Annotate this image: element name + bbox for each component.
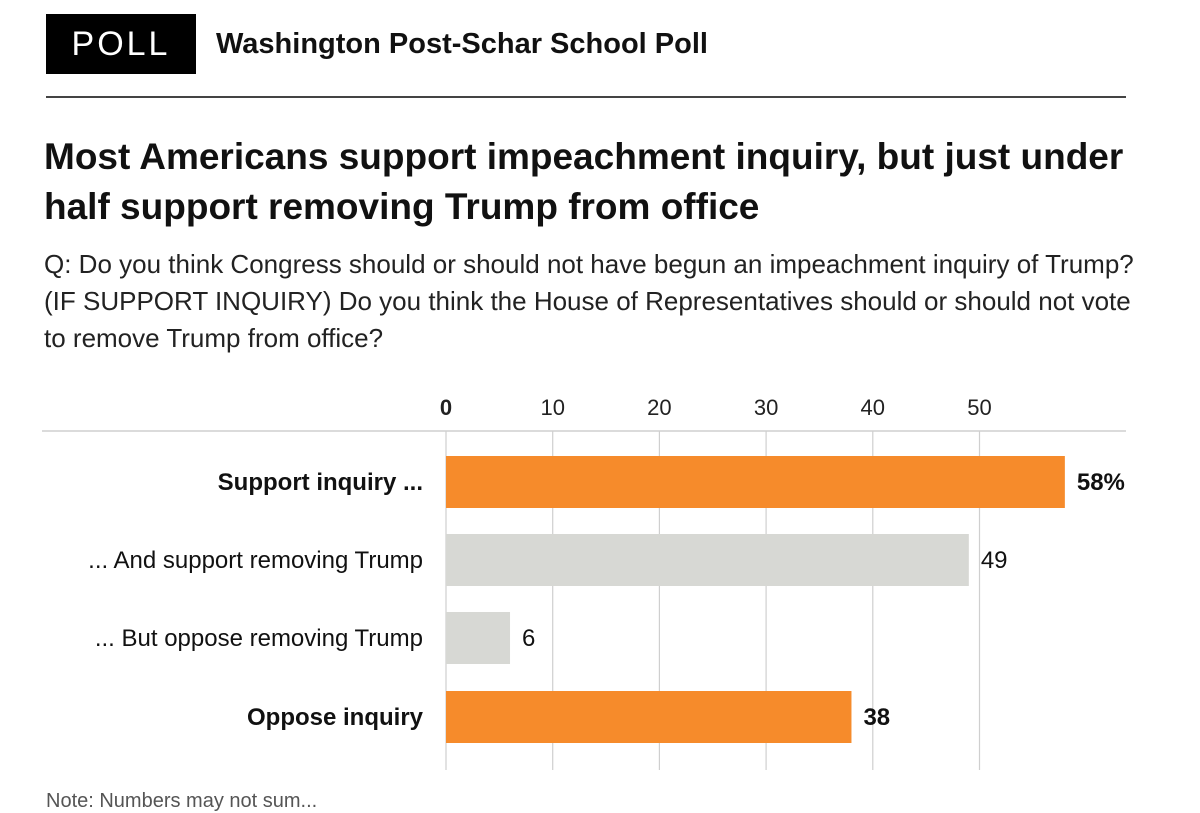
chart-title: Most Americans support impeachment inqui… (44, 136, 1124, 227)
data-label: 6 (522, 625, 535, 652)
x-tick-label: 0 (440, 395, 452, 420)
poll-badge: POLL (46, 14, 196, 74)
poll-question: Q: Do you think Congress should or shoul… (44, 249, 1134, 353)
x-tick-label: 30 (754, 395, 778, 420)
poll-source: Washington Post-Schar School Poll (216, 27, 708, 60)
category-label: ... And support removing Trump (88, 547, 423, 574)
x-tick-label: 40 (861, 395, 885, 420)
bar (446, 456, 1065, 508)
category-label: Oppose inquiry (247, 704, 424, 731)
header-divider (46, 96, 1126, 98)
footnote: Note: Numbers may not sum... (46, 790, 318, 812)
x-tick-label: 50 (967, 395, 991, 420)
category-label: Support inquiry ... (218, 469, 423, 496)
x-tick-label: 10 (540, 395, 564, 420)
x-tick-label: 20 (647, 395, 671, 420)
bar-chart: 0 10 20 30 40 50 Support inquiry ... 58% ... And… (42, 395, 1126, 770)
data-label: 58% (1077, 469, 1125, 496)
bar (446, 612, 511, 664)
data-label: 49 (981, 547, 1008, 574)
data-label: 38 (863, 704, 890, 731)
chart-header: POLL Washington Post-Schar School Poll (46, 14, 708, 74)
bar (446, 534, 969, 586)
bar (446, 691, 852, 743)
category-label: ... But oppose removing Trump (95, 625, 423, 652)
